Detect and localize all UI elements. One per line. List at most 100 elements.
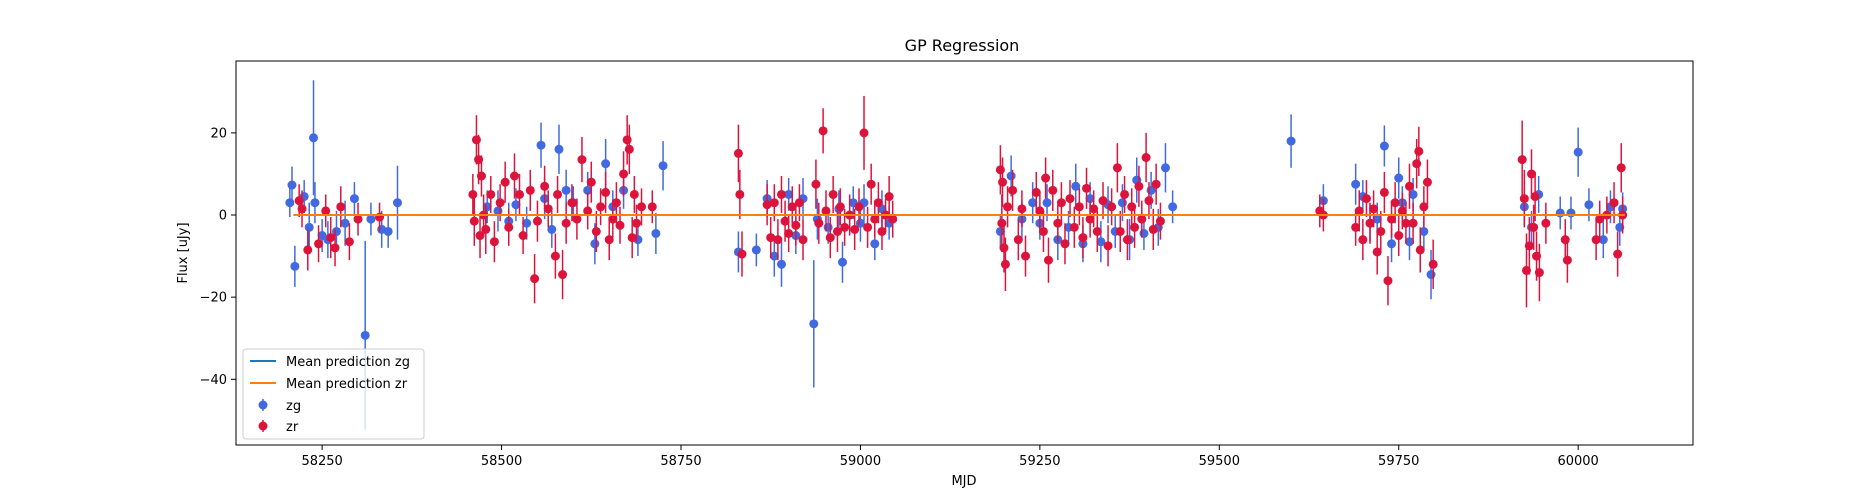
point-zr <box>811 179 821 189</box>
point-zg <box>1584 200 1594 210</box>
point-zr <box>615 220 625 230</box>
point-zr <box>1151 179 1161 189</box>
point-zg <box>651 228 661 238</box>
point-zr <box>1376 226 1386 236</box>
point-zr <box>776 189 786 199</box>
point-zr <box>1529 222 1539 232</box>
point-zr <box>1082 183 1092 193</box>
point-zg <box>561 185 571 195</box>
point-zg <box>870 239 880 249</box>
point-zr <box>500 177 510 187</box>
x-tick-label: 59000 <box>840 454 881 469</box>
point-zr <box>798 235 808 245</box>
x-tick-label: 58250 <box>301 454 342 469</box>
plot-area <box>285 80 1628 430</box>
point-zr <box>1609 198 1619 208</box>
point-zr <box>303 245 313 255</box>
point-zr <box>1085 214 1095 224</box>
point-zg <box>392 198 402 208</box>
series-zr <box>294 95 1628 308</box>
point-zr <box>1122 235 1132 245</box>
point-zr <box>1035 206 1045 216</box>
point-zr <box>737 249 747 259</box>
y-tick-label: 0 <box>219 209 227 224</box>
point-zr <box>1616 163 1626 173</box>
point-zg <box>769 251 779 261</box>
point-zg <box>360 330 370 340</box>
point-zr <box>532 216 542 226</box>
point-zr <box>1390 198 1400 208</box>
point-zr <box>1358 235 1368 245</box>
x-tick-label: 60000 <box>1557 454 1598 469</box>
point-zr <box>888 214 898 224</box>
point-zr <box>583 206 593 216</box>
point-zr <box>481 224 491 234</box>
point-zr <box>631 218 641 228</box>
point-zr <box>863 222 873 232</box>
point-zr <box>543 204 553 214</box>
point-zr <box>870 214 880 224</box>
point-zr <box>489 237 499 247</box>
point-zg <box>590 239 600 249</box>
point-zr <box>468 189 478 199</box>
point-zg <box>1598 235 1608 245</box>
point-zr <box>884 192 894 202</box>
point-zr <box>818 126 828 136</box>
point-zr <box>619 169 629 179</box>
point-zg <box>601 159 611 169</box>
point-zr <box>1351 222 1361 232</box>
point-zr <box>469 216 479 226</box>
point-zg <box>349 194 359 204</box>
point-zr <box>1043 255 1053 265</box>
point-zr <box>1412 159 1422 169</box>
point-zg <box>285 198 295 208</box>
point-zg <box>290 261 300 271</box>
point-zg <box>1555 208 1565 218</box>
point-zr <box>1021 251 1031 261</box>
point-zg <box>1419 226 1429 236</box>
legend-marker-zr <box>258 420 268 432</box>
point-zg <box>1387 239 1397 249</box>
point-zr <box>1048 185 1058 195</box>
point-zg <box>751 245 761 255</box>
point-zg <box>366 214 376 224</box>
point-zr <box>1419 202 1429 212</box>
point-zr <box>1092 226 1102 236</box>
point-zr <box>735 189 745 199</box>
point-zr <box>1144 196 1154 206</box>
point-zr <box>1519 194 1529 204</box>
point-zr <box>1013 235 1023 245</box>
x-tick-label: 58500 <box>481 454 522 469</box>
point-zr <box>1065 194 1075 204</box>
point-zr <box>1038 226 1048 236</box>
point-zr <box>1541 218 1551 228</box>
legend-point-zg <box>258 400 268 410</box>
point-zg <box>1096 237 1106 247</box>
x-tick-label: 59500 <box>1199 454 1240 469</box>
point-zr <box>1112 163 1122 173</box>
point-zr <box>577 155 587 165</box>
point-zr <box>586 177 596 187</box>
point-zr <box>1120 189 1130 199</box>
point-zr <box>877 226 887 236</box>
point-zr <box>475 231 485 241</box>
legend-label-zr: zr <box>286 420 299 435</box>
point-zr <box>553 189 563 199</box>
point-zg <box>1042 198 1052 208</box>
x-tick-label: 59750 <box>1378 454 1419 469</box>
point-zr <box>336 202 346 212</box>
chart-title: GP Regression <box>905 36 1020 55</box>
point-zr <box>1372 247 1382 257</box>
point-zr <box>1060 239 1070 249</box>
point-zr <box>629 189 639 199</box>
point-zr <box>608 214 618 224</box>
point-zr <box>773 235 783 245</box>
point-zr <box>540 181 550 191</box>
point-zr <box>1369 204 1379 214</box>
point-zr <box>1141 153 1151 163</box>
point-zg <box>482 202 492 212</box>
point-zg <box>309 133 319 143</box>
point-zr <box>509 171 519 181</box>
point-zr <box>495 198 505 208</box>
point-zr <box>784 228 794 238</box>
